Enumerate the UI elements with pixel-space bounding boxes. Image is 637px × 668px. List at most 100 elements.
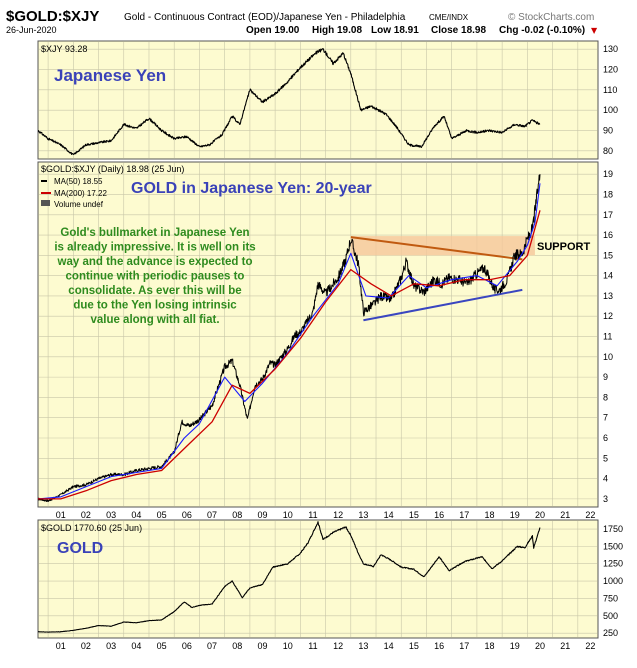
x-tick-bottom-11: 11	[308, 641, 317, 651]
x-tick-middle-06: 06	[182, 510, 192, 520]
support-label: SUPPORT	[537, 241, 590, 253]
y-tick-bottom-1250: 1250	[603, 559, 623, 569]
x-tick-middle-07: 07	[207, 510, 217, 520]
annotation-line: way and the advance is expected to	[57, 256, 253, 268]
y-tick-bottom-1000: 1000	[603, 576, 623, 586]
panel-middle-bg	[37, 161, 599, 508]
y-tick-middle-10: 10	[603, 352, 613, 362]
middle-legend-volume: Volume undef	[54, 200, 104, 209]
y-tick-middle-17: 17	[603, 210, 613, 220]
y-tick-middle-5: 5	[603, 453, 608, 463]
trend-line	[363, 288, 523, 322]
x-tick-middle-09: 09	[257, 510, 267, 520]
x-tick-middle-20: 20	[535, 510, 545, 520]
bottom-title: GOLD	[57, 540, 103, 557]
series-middle-ma-50-	[37, 183, 541, 500]
y-tick-bottom-250: 250	[603, 628, 618, 638]
x-tick-bottom-17: 17	[459, 641, 469, 651]
x-tick-middle-12: 12	[333, 510, 343, 520]
x-tick-middle-05: 05	[157, 510, 167, 520]
y-tick-middle-19: 19	[603, 169, 613, 179]
x-tick-middle-03: 03	[106, 510, 116, 520]
x-tick-bottom-02: 02	[81, 641, 91, 651]
y-tick-bottom-500: 500	[603, 611, 618, 621]
series-layer	[37, 48, 541, 633]
header-description: Gold - Continuous Contract (EOD)/Japanes…	[124, 12, 406, 23]
annotation-line: continue with periodic pauses to	[66, 271, 245, 283]
x-tick-middle-04: 04	[131, 510, 141, 520]
legend-swatch-volume	[41, 200, 50, 206]
series-bottom-0	[37, 521, 541, 633]
x-tick-middle-19: 19	[510, 510, 520, 520]
x-tick-middle-11: 11	[308, 510, 317, 520]
x-tick-bottom-03: 03	[106, 641, 116, 651]
x-tick-bottom-13: 13	[358, 641, 368, 651]
annotation-text: Gold's bullmarket in Japanese Yen is alre…	[54, 227, 255, 326]
grid-layer	[39, 42, 597, 637]
y-tick-middle-3: 3	[603, 494, 608, 504]
y-tick-middle-6: 6	[603, 433, 608, 443]
header-chg: Chg -0.02 (-0.10%)	[499, 25, 585, 36]
x-tick-bottom-12: 12	[333, 641, 343, 651]
top-title: Japanese Yen	[54, 66, 166, 85]
ticks-layer: 80 90 100 11 01 20 130 01 02 03 04 05 06 07 08 09 10 11 12…	[56, 44, 623, 651]
x-tick-middle-22: 22	[585, 510, 595, 520]
x-tick-middle-15: 15	[409, 510, 419, 520]
x-tick-bottom-21: 21	[560, 641, 570, 651]
x-tick-middle-14: 14	[384, 510, 394, 520]
x-tick-bottom-16: 16	[434, 641, 444, 651]
y-tick-middle-7: 7	[603, 413, 608, 423]
x-tick-middle-13: 13	[358, 510, 368, 520]
x-tick-bottom-01: 01	[56, 641, 66, 651]
header-exchange: CME/INDX	[429, 13, 469, 22]
x-tick-middle-10: 10	[283, 510, 293, 520]
annotation-line: is already impressive. It is well on its	[54, 242, 255, 254]
series-middle-ma-200-	[38, 210, 541, 500]
y-tick-top-80: 80	[603, 146, 613, 156]
x-tick-middle-21: 21	[560, 510, 570, 520]
y-tick-bottom-1500: 1500	[603, 541, 623, 551]
annotation-line: Gold's bullmarket in Japanese Yen	[60, 227, 249, 239]
header-date: 26-Jun-2020	[6, 25, 57, 35]
y-tick-top-90: 90	[603, 126, 613, 136]
y-tick-middle-16: 16	[603, 230, 613, 240]
annotation-line: value along with all fiat.	[90, 314, 219, 326]
middle-title: GOLD in Japanese Yen: 20-year	[131, 180, 372, 197]
y-tick-middle-9: 9	[603, 372, 608, 382]
x-tick-middle-02: 02	[81, 510, 91, 520]
x-tick-bottom-15: 15	[409, 641, 419, 651]
x-tick-bottom-19: 19	[510, 641, 520, 651]
y-tick-top-130: 130	[603, 44, 618, 54]
x-tick-middle-16: 16	[434, 510, 444, 520]
header-open: Open 19.00	[246, 25, 300, 36]
middle-legend-ma200: MA(200) 17.22	[54, 189, 107, 198]
header-high: High 19.08	[312, 25, 362, 36]
y-tick-top-100: 100	[603, 105, 618, 115]
resistance-line	[350, 236, 523, 261]
x-tick-middle-18: 18	[485, 510, 495, 520]
x-tick-bottom-10: 10	[283, 641, 293, 651]
panel-top-bg	[37, 40, 599, 160]
y-tick-middle-8: 8	[603, 392, 608, 402]
header-low: Low 18.91	[371, 25, 419, 36]
annotation-line: due to the Yen losing intrinsic	[73, 300, 237, 312]
x-tick-bottom-05: 05	[157, 641, 167, 651]
series-top-0	[37, 48, 541, 155]
y-tick-middle-15: 15	[603, 250, 613, 260]
overlay-layer	[350, 236, 535, 322]
x-tick-bottom-22: 22	[585, 641, 595, 651]
x-tick-middle-01: 01	[56, 510, 66, 520]
x-tick-middle-17: 17	[459, 510, 469, 520]
x-tick-middle-08: 08	[232, 510, 242, 520]
header-close: Close 18.98	[431, 25, 486, 36]
y-tick-middle-11: 11	[603, 332, 612, 342]
support-band	[350, 236, 535, 256]
x-tick-bottom-18: 18	[485, 641, 495, 651]
y-tick-middle-14: 14	[603, 271, 613, 281]
x-tick-bottom-09: 09	[257, 641, 267, 651]
y-tick-middle-12: 12	[603, 311, 613, 321]
annotation-line: consolidate. As ever this will be	[68, 285, 241, 297]
header-symbol: $GOLD:$XJY	[6, 8, 99, 25]
y-tick-middle-4: 4	[603, 474, 608, 484]
